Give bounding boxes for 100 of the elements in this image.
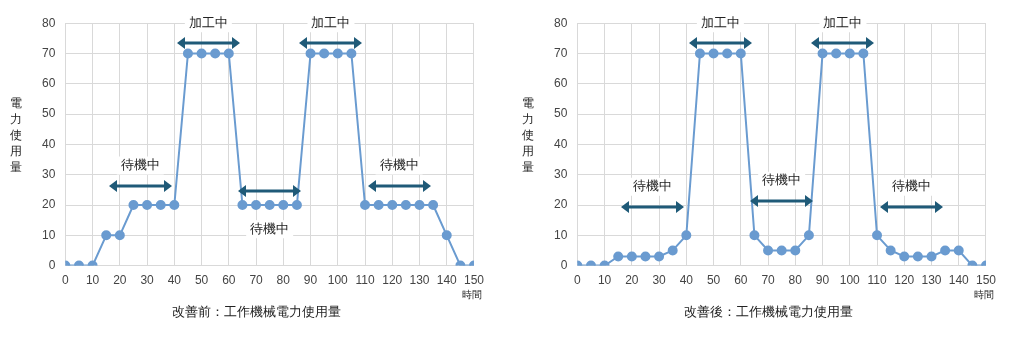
annotation: 加工中 (311, 14, 351, 30)
point (899, 251, 910, 262)
point (613, 251, 624, 262)
y-tick-label: 40 (553, 136, 568, 151)
point (400, 200, 411, 210)
y-tick-label: 40 (41, 136, 56, 151)
annotation: 待機中 (379, 156, 419, 172)
x-tick-label: 140 (436, 273, 458, 288)
point (926, 251, 937, 262)
x-tick-label: 30 (652, 273, 667, 288)
point (360, 200, 371, 210)
point (694, 48, 705, 59)
point (155, 200, 166, 210)
point (681, 230, 692, 241)
y-tick-label: 70 (553, 45, 568, 60)
point (817, 48, 828, 59)
y-tick-label: 20 (41, 197, 56, 212)
x-tick-label: 120 (382, 273, 403, 288)
x-tick-label: 40 (167, 273, 182, 288)
point (223, 48, 234, 59)
y-tick-label: 80 (41, 15, 56, 30)
y-tick-label: 80 (553, 15, 568, 30)
point (872, 230, 883, 241)
point (114, 230, 125, 241)
x-tick-label: 30 (140, 273, 155, 288)
x-tick-label: 50 (194, 273, 209, 288)
point (626, 251, 637, 262)
annotation: 加工中 (823, 14, 863, 30)
text: 改善前：工作機械電力使用量 (170, 303, 342, 321)
point (142, 200, 153, 210)
annotation: 待機中 (250, 220, 290, 236)
x-tick-label: 150 (463, 273, 485, 288)
y-tick-label: 30 (553, 167, 568, 182)
annotation: 待機中 (762, 172, 802, 188)
point (735, 48, 746, 59)
annotation: 待機中 (632, 178, 672, 194)
point (182, 48, 193, 59)
point (305, 48, 316, 59)
point (640, 251, 651, 262)
point (332, 48, 343, 59)
x-tick-label: 20 (625, 273, 639, 288)
x-tick-label: 90 (815, 273, 830, 288)
text: 改善後：工作機械電力使用量 (682, 303, 854, 321)
y-tick-label: 60 (41, 76, 56, 91)
point (722, 48, 733, 59)
point (414, 200, 425, 210)
point (319, 48, 330, 59)
y-axis-title: 電力使用量 (522, 95, 535, 175)
point (940, 245, 951, 256)
point (844, 48, 855, 59)
x-tick-label: 60 (734, 273, 748, 288)
point (251, 200, 262, 210)
y-tick-label: 60 (553, 76, 568, 91)
point (763, 245, 774, 256)
annotation: 加工中 (700, 14, 740, 30)
point (196, 48, 207, 59)
x-tick-label: 120 (894, 273, 915, 288)
point (428, 200, 439, 210)
x-tick-label: 110 (355, 273, 375, 288)
point (387, 200, 398, 210)
x-tick-label: 0 (62, 273, 69, 288)
x-tick-label: 60 (222, 273, 236, 288)
x-tick-label: 110 (867, 273, 887, 288)
x-tick-label: 10 (85, 273, 100, 288)
x-axis-title: 時間 (974, 288, 994, 302)
y-tick-label: 10 (41, 227, 56, 242)
y-tick-label: 10 (553, 227, 568, 242)
point (654, 251, 665, 262)
point (667, 245, 678, 256)
y-tick-label: 50 (41, 106, 56, 121)
point (776, 245, 787, 256)
x-tick-label: 70 (249, 273, 264, 288)
point (858, 48, 869, 59)
x-tick-label: 140 (948, 273, 970, 288)
point (128, 200, 139, 210)
x-tick-label: 100 (327, 273, 349, 288)
y-tick-label: 0 (48, 257, 56, 272)
y-tick-label: 50 (553, 106, 568, 121)
annotation: 待機中 (120, 156, 160, 172)
point (708, 48, 719, 59)
point (291, 200, 302, 210)
point (278, 200, 289, 210)
point (346, 48, 357, 59)
y-tick-label: 0 (560, 257, 568, 272)
y-axis-title: 電力使用量 (10, 95, 23, 175)
point (953, 245, 964, 256)
point (169, 200, 180, 210)
x-tick-label: 90 (303, 273, 318, 288)
x-tick-label: 40 (679, 273, 694, 288)
x-tick-label: 130 (921, 273, 942, 288)
x-tick-label: 70 (761, 273, 776, 288)
point (210, 48, 221, 59)
point (441, 230, 452, 241)
point (885, 245, 896, 256)
annotation: 加工中 (188, 14, 228, 30)
point (264, 200, 275, 210)
y-tick-label: 30 (41, 167, 56, 182)
x-tick-label: 130 (409, 273, 430, 288)
point (101, 230, 112, 241)
point (912, 251, 923, 262)
